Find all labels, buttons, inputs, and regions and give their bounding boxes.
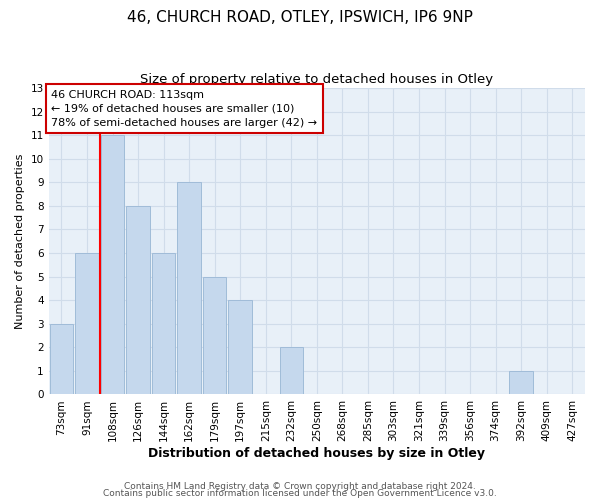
Bar (178, 182, 201, 394)
Text: Contains public sector information licensed under the Open Government Licence v3: Contains public sector information licen… (103, 488, 497, 498)
Y-axis label: Number of detached properties: Number of detached properties (15, 154, 25, 329)
Text: Contains HM Land Registry data © Crown copyright and database right 2024.: Contains HM Land Registry data © Crown c… (124, 482, 476, 491)
Bar (203, 276, 226, 394)
Bar (50, 324, 73, 394)
Bar (75, 253, 99, 394)
X-axis label: Distribution of detached houses by size in Otley: Distribution of detached houses by size … (148, 447, 485, 460)
Bar (101, 135, 124, 394)
Bar (229, 300, 252, 394)
Title: Size of property relative to detached houses in Otley: Size of property relative to detached ho… (140, 72, 493, 86)
Bar (152, 253, 175, 394)
Bar (127, 206, 150, 394)
Bar (509, 371, 533, 394)
Bar (280, 348, 303, 395)
Text: 46, CHURCH ROAD, OTLEY, IPSWICH, IP6 9NP: 46, CHURCH ROAD, OTLEY, IPSWICH, IP6 9NP (127, 10, 473, 25)
Text: 46 CHURCH ROAD: 113sqm
← 19% of detached houses are smaller (10)
78% of semi-det: 46 CHURCH ROAD: 113sqm ← 19% of detached… (52, 90, 317, 128)
